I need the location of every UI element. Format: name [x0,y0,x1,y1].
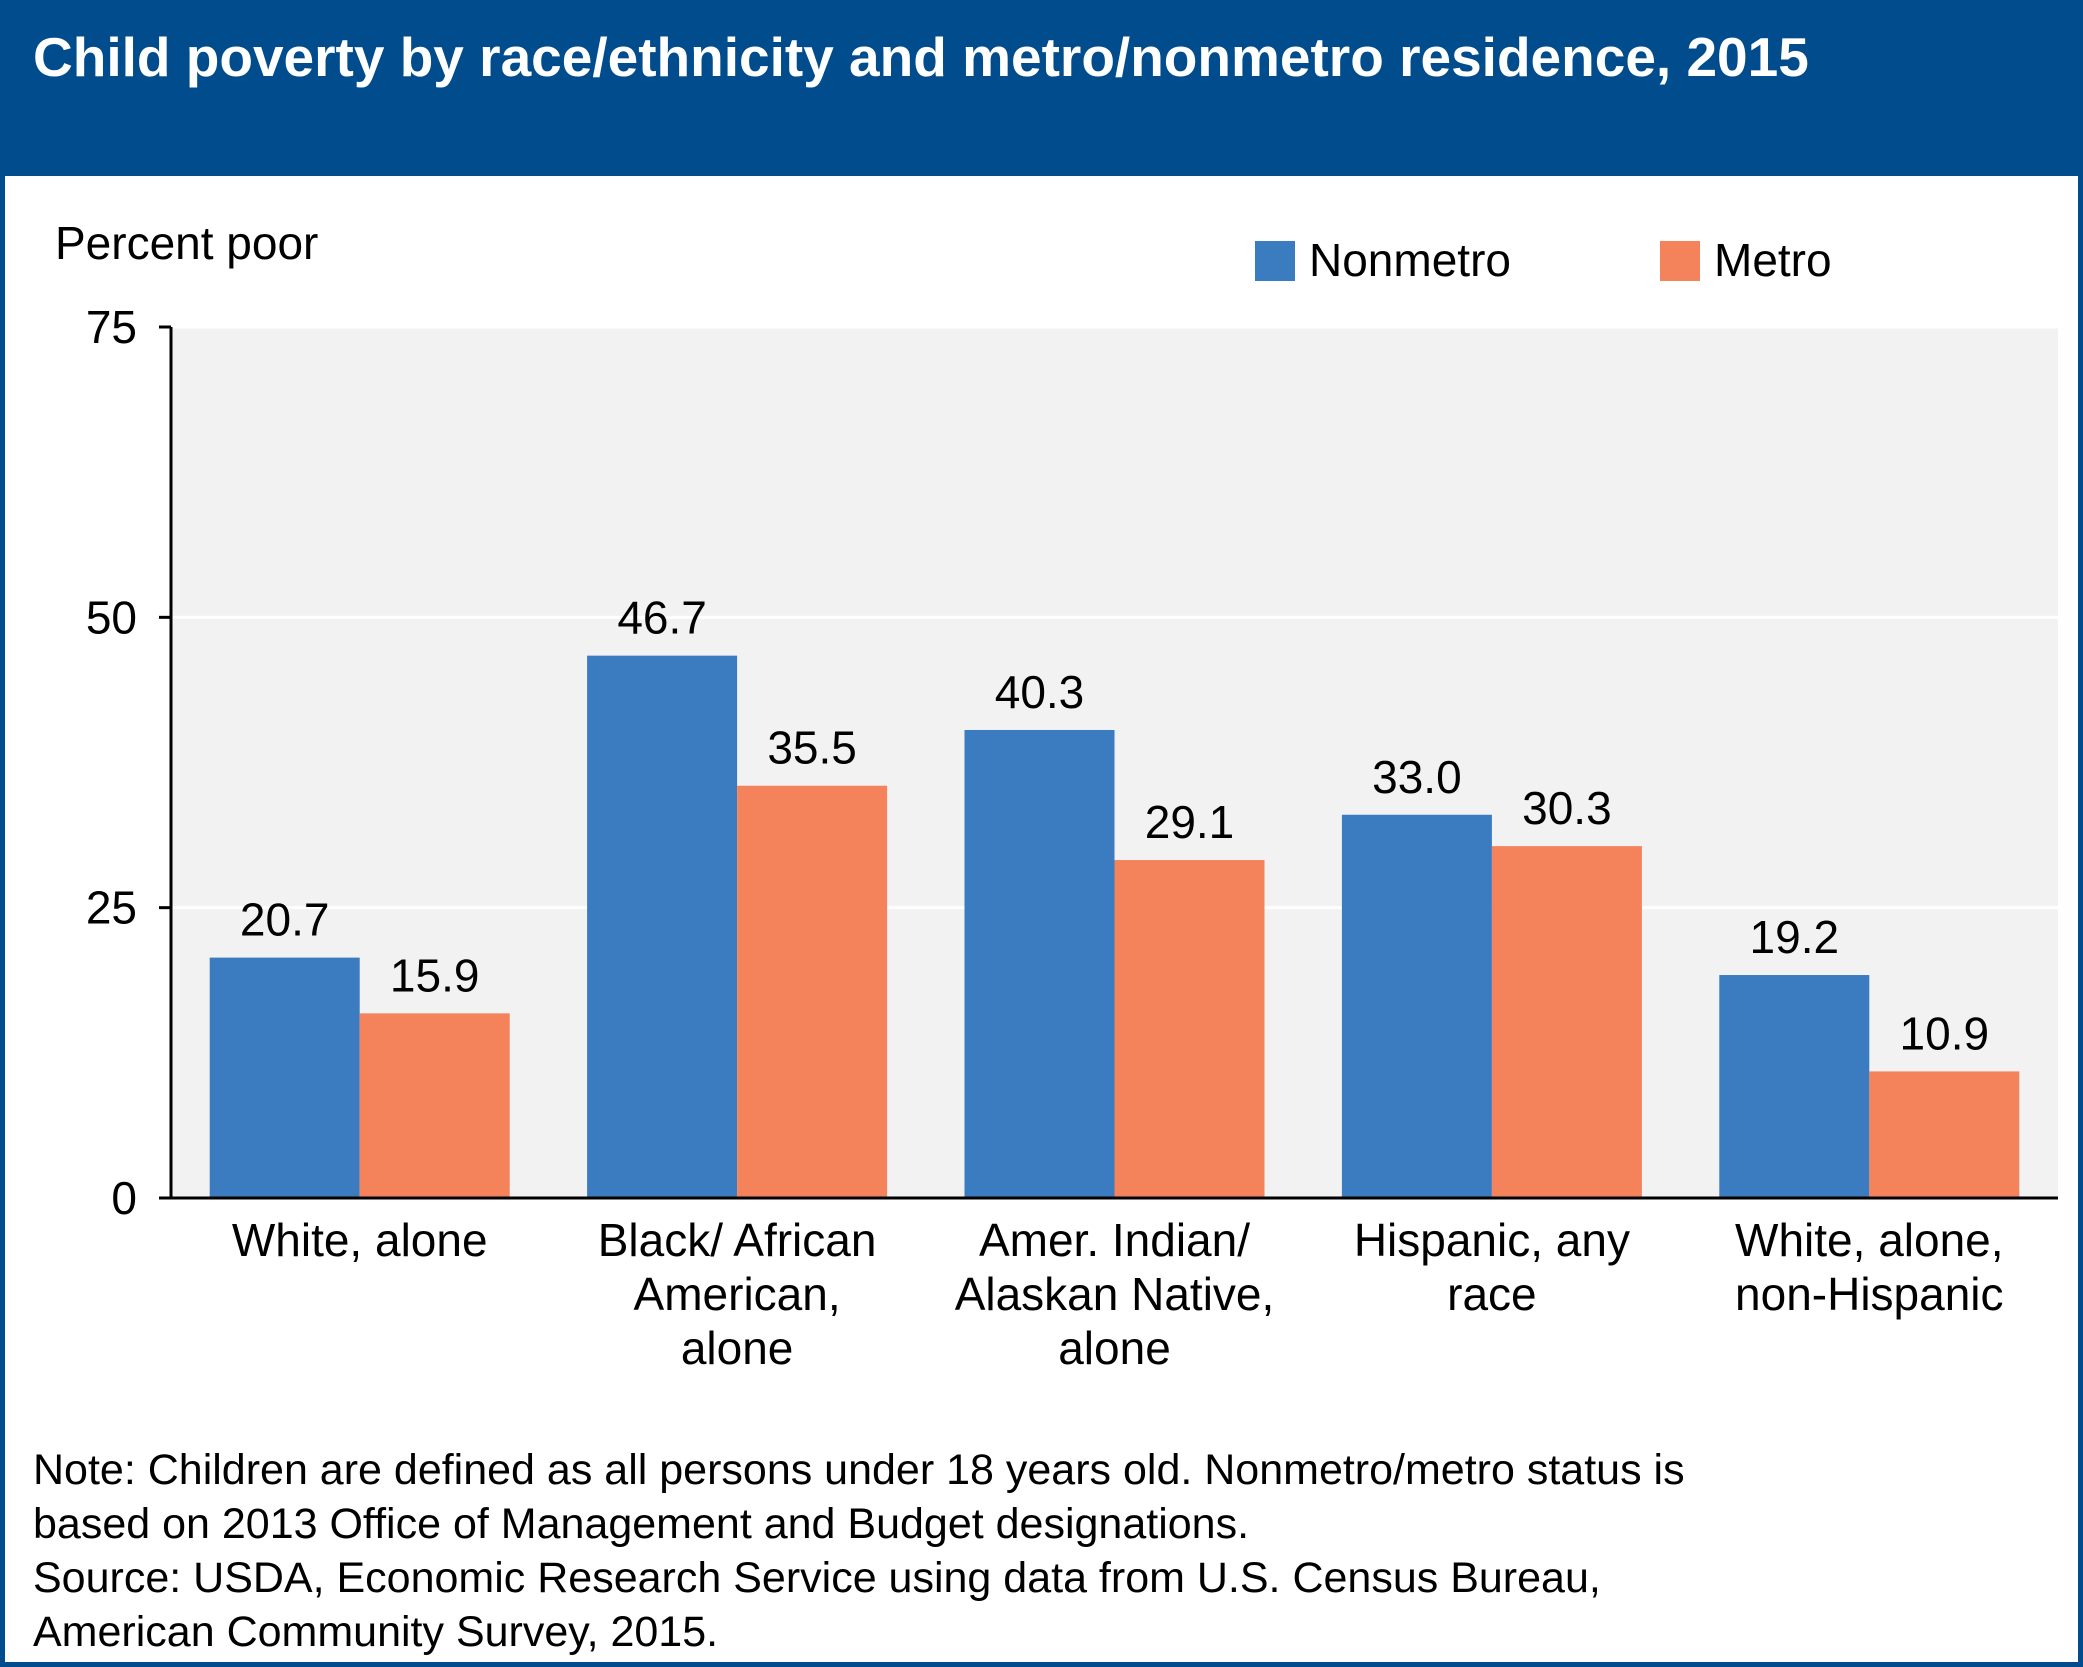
y-tick-label: 25 [86,882,137,934]
x-category-label: Black/ African [598,1214,877,1266]
source-line-2: American Community Survey, 2015. [33,1608,719,1656]
note-line-2: based on 2013 Office of Management and B… [33,1500,1250,1548]
legend-swatch-metro [1660,241,1700,281]
legend-swatch-nonmetro [1255,241,1295,281]
x-category-label: alone [1058,1322,1171,1374]
legend-label-nonmetro: Nonmetro [1309,234,1511,286]
data-label-metro: 30.3 [1522,782,1612,834]
data-label-nonmetro: 33.0 [1372,751,1462,803]
source-line-1: Source: USDA, Economic Research Service … [33,1554,1601,1602]
bar-metro [1869,1071,2020,1198]
data-label-nonmetro: 46.7 [617,592,707,644]
x-category-label: American, [634,1268,841,1320]
bar-metro [359,1013,510,1198]
x-category-label: White, alone [232,1214,488,1266]
note-line-1: Note: Children are defined as all person… [33,1446,1685,1494]
bar-nonmetro [587,655,738,1198]
data-label-nonmetro: 19.2 [1750,911,1840,963]
y-tick-label: 50 [86,591,137,643]
title-bar: Child poverty by race/ethnicity and metr… [5,0,2078,176]
data-label-nonmetro: 20.7 [240,894,330,946]
data-label-metro: 35.5 [767,722,857,774]
x-category-label: alone [681,1322,794,1374]
y-axis-label: Percent poor [55,217,319,269]
x-category-label: Amer. Indian/ [979,1214,1250,1266]
x-category-label: Alaskan Native, [955,1268,1275,1320]
data-label-metro: 15.9 [390,949,480,1001]
legend-label-metro: Metro [1714,234,1832,286]
y-tick-label: 0 [111,1172,137,1224]
bar-nonmetro [1341,814,1492,1198]
data-label-metro: 10.9 [1900,1007,1990,1059]
x-category-label: White, alone, [1735,1214,2003,1266]
x-category-label: Hispanic, any [1354,1214,1630,1266]
x-category-label: race [1447,1268,1536,1320]
bar-metro [1114,860,1265,1198]
x-category-label: non-Hispanic [1735,1268,2003,1320]
bar-nonmetro [1719,975,1870,1198]
bar-metro [737,785,888,1198]
bar-nonmetro [964,729,1115,1198]
data-label-metro: 29.1 [1145,796,1235,848]
chart-title: Child poverty by race/ethnicity and metr… [33,26,1809,88]
bar-metro [1491,846,1642,1198]
notes: Note: Children are defined as all person… [33,1443,2063,1659]
y-tick-label: 75 [86,301,137,353]
data-label-nonmetro: 40.3 [995,666,1085,718]
bar-chart: 0 25 50 75 20.7 46.7 40.3 33.0 19.2 15.9 35.5 29.1 3… [86,301,2058,1374]
bar-nonmetro [209,957,360,1198]
